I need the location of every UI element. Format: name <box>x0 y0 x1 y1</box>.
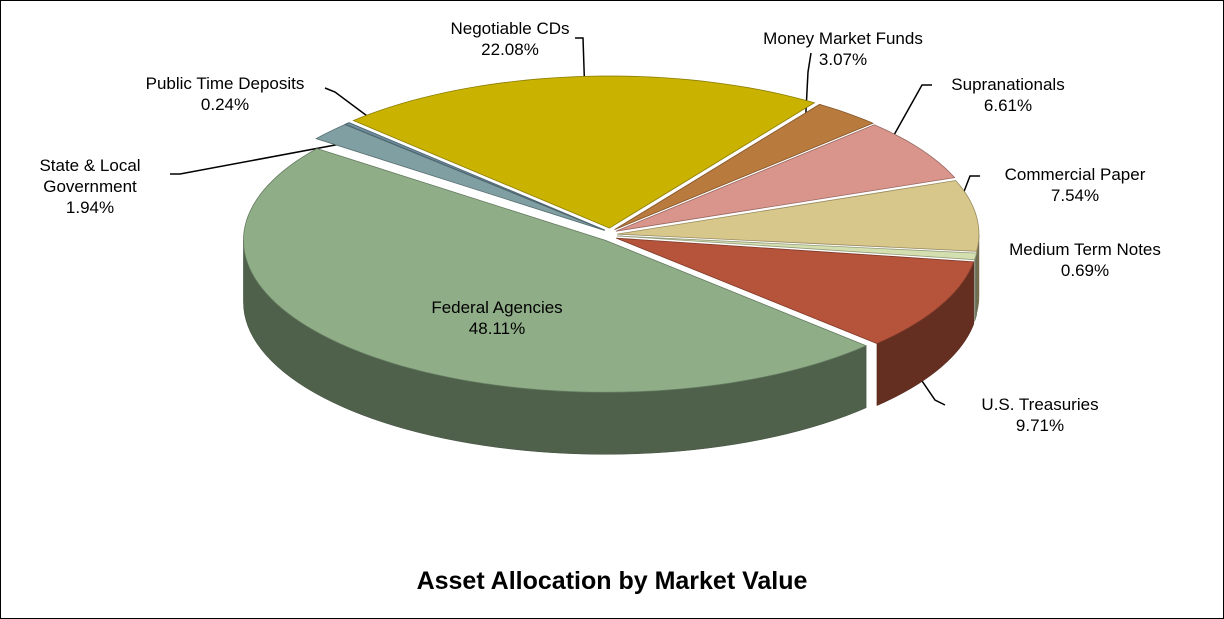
category-label: U.S. Treasuries <box>981 395 1099 414</box>
data-label: Medium Term Notes 0.69% <box>1009 239 1161 281</box>
pie-slice <box>315 124 605 231</box>
category-label: Federal Agencies <box>431 298 563 317</box>
value-label: 7.54% <box>1050 186 1100 205</box>
value-label: 3.07% <box>818 50 868 69</box>
data-label: Negotiable CDs 22.08% <box>450 18 569 60</box>
data-label: Commercial Paper 7.54% <box>1005 164 1146 206</box>
value-label: 48.11% <box>468 319 526 338</box>
category-label: Supranationals <box>951 75 1065 94</box>
pie-slice <box>615 124 956 232</box>
data-label: Public Time Deposits 0.24% <box>146 73 305 115</box>
pie-slice <box>616 235 978 261</box>
data-label: U.S. Treasuries 9.71% <box>981 394 1098 436</box>
category-label: Negotiable CDs <box>450 19 570 38</box>
leader-line <box>804 52 812 131</box>
category-label: Medium Term Notes <box>1009 240 1161 259</box>
leader-line <box>919 377 946 406</box>
value-label: 6.61% <box>983 96 1033 115</box>
pie-slice <box>614 103 874 231</box>
pie-slice <box>344 122 606 231</box>
pie-slice <box>243 148 868 393</box>
value-label: 9.71% <box>1015 416 1065 435</box>
category-label: Money Market Funds <box>763 29 923 48</box>
data-label: State & Local Government 1.94% <box>20 155 160 218</box>
data-label: Federal Agencies 48.11% <box>431 297 562 339</box>
pie-slice <box>616 180 980 252</box>
pie-slice <box>352 75 816 229</box>
slice-tops <box>243 75 980 393</box>
slice-side <box>974 253 977 322</box>
data-label: Money Market Funds 3.07% <box>763 28 923 70</box>
value-label: 0.69% <box>1060 261 1110 280</box>
category-label: Commercial Paper <box>1004 165 1146 184</box>
pie-slice <box>616 237 975 345</box>
data-label: Supranationals 6.61% <box>951 74 1064 116</box>
category-label: Public Time Deposits <box>145 74 305 93</box>
category-label: State & Local Government <box>39 156 141 196</box>
value-label: 22.08% <box>481 40 539 59</box>
leader-line <box>170 139 363 175</box>
value-label: 1.94% <box>65 198 115 217</box>
value-label: 0.24% <box>200 95 250 114</box>
chart-title: Asset Allocation by Market Value <box>416 567 808 595</box>
